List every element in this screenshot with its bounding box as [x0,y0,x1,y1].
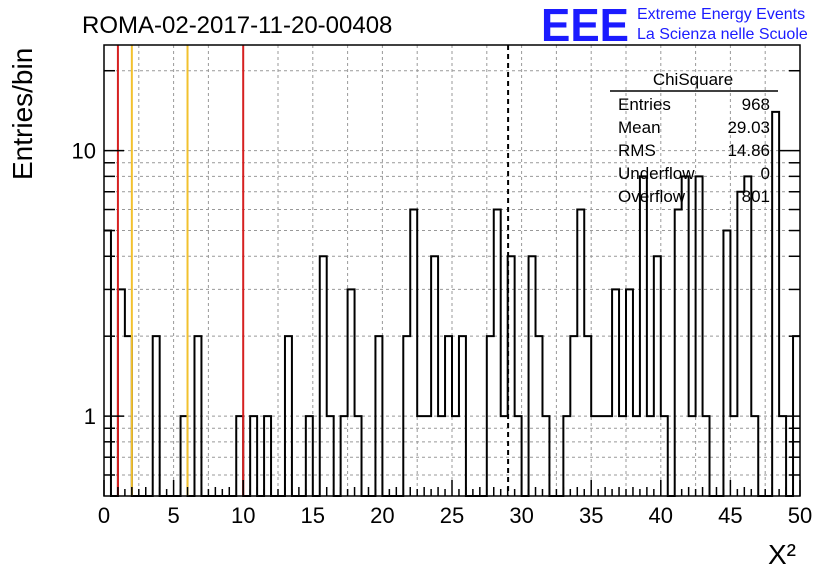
y-tick-label: 10 [72,139,96,164]
chart-marks [104,45,800,497]
stats-box: ChiSquare Entries 968 Mean 29.03 RMS 14.86 Unde… [610,70,778,206]
x-tick-label: 30 [509,503,533,528]
x-tick-label: 25 [440,503,464,528]
stats-value: 801 [742,187,770,206]
x-tick-label: 35 [579,503,603,528]
stats-value: 29.03 [727,118,770,137]
x-axis-label: X² [768,539,796,570]
stats-value: 0 [761,164,770,183]
x-tick-label: 10 [231,503,255,528]
x-tick-label: 20 [370,503,394,528]
stats-label: Overflow [618,187,686,206]
stats-label: Mean [618,118,661,137]
x-tick-label: 40 [649,503,673,528]
logo-line-2: La Scienza nelle Scuole [637,26,808,43]
histogram-outline [104,110,800,497]
y-axis-label: Entries/bin [7,48,38,180]
logo-mark: EEE [541,0,629,51]
stats-label: RMS [618,141,656,160]
x-tick-label: 15 [301,503,325,528]
logo-line-1: Extreme Energy Events [637,6,805,23]
chart-title: ROMA-02-2017-11-20-00408 [82,12,392,39]
stats-label: Entries [618,95,671,114]
stats-value: 968 [742,95,770,114]
x-tick-label: 5 [167,503,179,528]
tick-labels: 0 5 10 15 20 25 30 35 40 45 50 1 10 [72,139,813,528]
stats-title: ChiSquare [653,70,733,89]
x-tick-label: 50 [788,503,812,528]
x-tick-label: 45 [718,503,742,528]
y-tick-label: 1 [84,404,96,429]
axes [103,44,801,497]
x-tick-label: 0 [98,503,110,528]
stats-value: 14.86 [727,141,770,160]
stats-label: Underflow [618,164,695,183]
eee-logo: EEE Extreme Energy Events La Scienza nel… [541,0,808,51]
